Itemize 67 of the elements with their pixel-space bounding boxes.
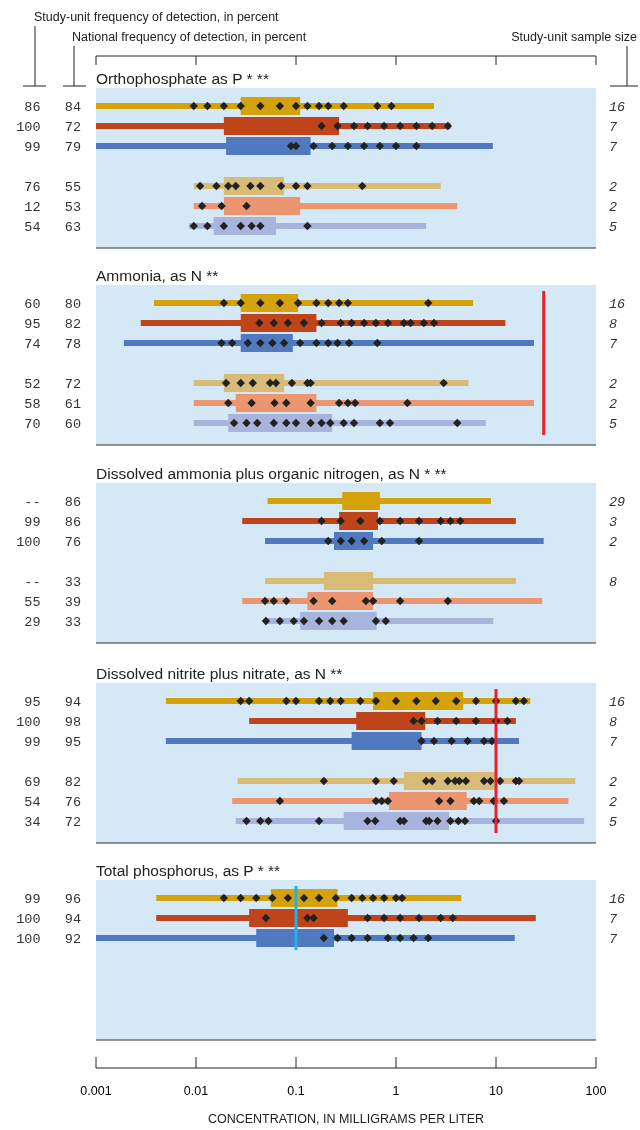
text: 16 <box>609 695 626 710</box>
text: 7 <box>609 735 618 750</box>
text: 2 <box>609 397 618 412</box>
x-tick-label: 100 <box>585 1084 607 1098</box>
y-tick-label: -- 86 <box>24 495 81 510</box>
text: 5 <box>609 815 618 830</box>
y-tick-label: 100 94 <box>16 912 81 927</box>
y-tick-label: 69 82 <box>24 775 81 790</box>
y-tick-label: 95 94 <box>24 695 81 710</box>
x-axis-title: CONCENTRATION, IN MILLIGRAMS PER LITER <box>207 1112 485 1126</box>
y-tick-label: 76 55 <box>24 180 81 195</box>
y-tick-label: 100 76 <box>16 535 81 550</box>
x-tick-label: 10 <box>489 1084 503 1098</box>
y-tick-label: 100 92 <box>16 932 81 947</box>
y-tick-label: 54 76 <box>24 795 81 810</box>
x-tick-label: 0.1 <box>287 1084 305 1098</box>
y-tick-label: 34 72 <box>24 815 81 830</box>
y-tick-label: 100 98 <box>16 715 81 730</box>
text: 16 <box>609 100 626 115</box>
text: 5 <box>609 220 618 235</box>
y-tick-label: 54 63 <box>24 220 81 235</box>
text: 7 <box>609 932 618 947</box>
y-tick-label: 29 33 <box>24 615 81 630</box>
x-tick-label: 0.001 <box>80 1084 112 1098</box>
chart-title: Dissolved ammonia plus organic nitrogen, as N * ** <box>96 465 447 482</box>
text: 16 <box>609 297 626 312</box>
y-tick-label: 99 86 <box>24 515 81 530</box>
text: 2 <box>609 795 618 810</box>
text: 2 <box>609 535 618 550</box>
text: 16 <box>609 892 626 907</box>
text: 3 <box>609 515 618 530</box>
y-tick-label: 58 61 <box>24 397 81 412</box>
text: 7 <box>609 120 618 135</box>
y-tick-label: 100 72 <box>16 120 81 135</box>
y-tick-label: 74 78 <box>24 337 81 352</box>
text: 8 <box>609 317 618 332</box>
text: 29 <box>609 495 626 510</box>
y-tick-label: 95 82 <box>24 317 81 332</box>
y-tick-label: -- 33 <box>24 575 81 590</box>
y-tick-label: 86 84 <box>24 100 81 115</box>
chart-title: Orthophosphate as P * ** <box>96 70 269 87</box>
x-tick-label: 1 <box>392 1084 400 1098</box>
text: 7 <box>609 140 618 155</box>
chart-title: Ammonia, as N ** <box>96 267 219 284</box>
text: 7 <box>609 912 618 927</box>
text: Study-unit frequency of detection, in percent <box>34 10 280 24</box>
text: 7 <box>609 337 618 352</box>
x-tick-label: 0.01 <box>183 1084 209 1098</box>
y-tick-label: 70 60 <box>24 417 81 432</box>
y-tick-label: 60 80 <box>24 297 81 312</box>
chart-title: Dissolved nitrite plus nitrate, as N ** <box>96 665 343 682</box>
text: 8 <box>609 575 618 590</box>
y-tick-label: 52 72 <box>24 377 81 392</box>
y-tick-label: 99 95 <box>24 735 81 750</box>
text: 2 <box>609 775 618 790</box>
y-tick-label: 99 79 <box>24 140 81 155</box>
text: 5 <box>609 417 618 432</box>
text: Study-unit sample size <box>511 30 638 44</box>
y-tick-label: 99 96 <box>24 892 81 907</box>
y-tick-label: 55 39 <box>24 595 81 610</box>
text: 8 <box>609 715 618 730</box>
y-tick-label: 12 53 <box>24 200 81 215</box>
text: National frequency of detection, in percent <box>72 30 307 44</box>
text: 2 <box>609 200 618 215</box>
chart-title: Total phosphorus, as P * ** <box>96 862 281 879</box>
text: 2 <box>609 180 618 195</box>
text: 2 <box>609 377 618 392</box>
